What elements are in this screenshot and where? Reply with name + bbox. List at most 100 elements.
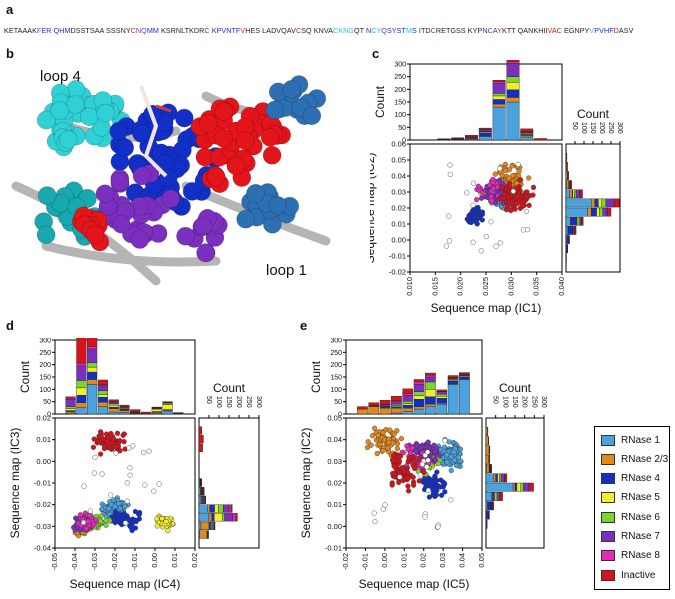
atom-sphere bbox=[302, 106, 322, 126]
top-histogram-bar bbox=[65, 396, 76, 399]
right-histogram-bar bbox=[565, 207, 588, 217]
top-histogram-bar bbox=[97, 406, 108, 415]
scatter-point bbox=[91, 521, 97, 528]
top-histogram-bar bbox=[108, 406, 119, 409]
scatter-point bbox=[122, 503, 128, 510]
scatter-point bbox=[425, 478, 432, 484]
right-hist-tick-label: 50 bbox=[492, 396, 499, 404]
y-tick-label: -0.01 bbox=[34, 479, 51, 488]
legend-label: RNase 7 bbox=[621, 531, 660, 542]
scatter-point bbox=[372, 519, 378, 525]
atom-sphere bbox=[182, 182, 202, 201]
right-histogram-bar bbox=[232, 513, 237, 522]
right-histogram-bar bbox=[492, 492, 495, 501]
scatter-point bbox=[103, 517, 109, 524]
y-tick-label: 0.01 bbox=[327, 500, 342, 509]
legend-swatch bbox=[601, 453, 615, 465]
right-histogram-bar bbox=[504, 473, 508, 483]
right-histogram-bar bbox=[572, 189, 575, 199]
x-axis-label: Sequence map (IC1) bbox=[431, 301, 542, 315]
sequence-segment: QHM bbox=[51, 26, 71, 35]
top-histogram-bar bbox=[87, 366, 98, 373]
atom-sphere bbox=[260, 128, 280, 147]
sequence-segment: EGNPY bbox=[561, 26, 590, 35]
top-histogram-bar bbox=[368, 406, 380, 415]
panel-c-label: c bbox=[372, 46, 380, 61]
scatter-point bbox=[492, 171, 498, 177]
right-histogram-bar bbox=[209, 504, 215, 513]
top-histogram-bar bbox=[459, 376, 470, 380]
right-histogram-bar bbox=[497, 473, 500, 483]
sequence-segment: V bbox=[589, 26, 595, 35]
scatter-point bbox=[478, 248, 484, 254]
scatter-point bbox=[91, 470, 98, 476]
top-histogram-bar bbox=[478, 136, 492, 141]
scatter-point bbox=[424, 464, 430, 470]
top-histogram-bar bbox=[425, 406, 436, 415]
top-histogram-frame bbox=[54, 339, 196, 415]
scatter-point bbox=[407, 455, 413, 461]
scatter-point bbox=[501, 195, 507, 201]
right-hist-tick-label: 250 bbox=[245, 396, 252, 408]
sequence-segment: NQ bbox=[135, 26, 147, 35]
right-histogram-bar bbox=[495, 473, 498, 483]
scatter-point bbox=[97, 451, 104, 457]
y-tick-label: 0.02 bbox=[36, 414, 51, 423]
x-tick-label: 0.00 bbox=[150, 553, 159, 568]
right-histogram-bar bbox=[565, 171, 568, 180]
top-histogram-bar bbox=[162, 402, 173, 405]
right-histogram-bar bbox=[565, 244, 568, 253]
scatter-point bbox=[448, 497, 454, 503]
right-histogram-bar bbox=[221, 513, 225, 522]
sequence-segment: KPVNTF bbox=[209, 26, 241, 35]
scatter-point bbox=[405, 488, 412, 494]
top-histogram-bar bbox=[65, 408, 76, 411]
panel-e-label: e bbox=[300, 318, 308, 333]
right-hist-tick-label: 150 bbox=[511, 396, 518, 408]
scatter-point bbox=[380, 447, 386, 454]
scatter-point bbox=[524, 194, 530, 200]
right-histogram-bar bbox=[565, 226, 568, 235]
top-histogram-bar bbox=[87, 371, 98, 380]
top-histogram-bar bbox=[76, 362, 87, 366]
scatter-point bbox=[447, 162, 453, 168]
right-histogram-bar bbox=[487, 501, 491, 511]
x-tick-label: 0.035 bbox=[532, 277, 541, 296]
scatter-point bbox=[507, 180, 513, 187]
x-tick-label: 0.025 bbox=[481, 277, 490, 296]
top-histogram-bar bbox=[379, 407, 391, 415]
right-hist-tick-label: 100 bbox=[215, 396, 222, 408]
y-tick-label: 0.00 bbox=[36, 457, 51, 466]
top-histogram-bar bbox=[97, 390, 108, 395]
right-histogram-bar bbox=[208, 521, 211, 531]
right-histogram-bar bbox=[485, 473, 494, 483]
sequence-segment: S bbox=[411, 26, 417, 35]
top-histogram-bar bbox=[506, 63, 520, 77]
top-histogram-bar bbox=[108, 408, 119, 413]
top-hist-tick-label: 150 bbox=[394, 100, 406, 107]
scatter-point bbox=[478, 211, 484, 218]
scatter-point bbox=[510, 188, 516, 194]
scatter-point bbox=[473, 197, 480, 203]
top-histogram-bar bbox=[108, 403, 119, 406]
right-histogram-bar bbox=[566, 180, 569, 189]
top-histogram-bar bbox=[425, 372, 436, 376]
right-histogram-bar bbox=[605, 198, 614, 208]
top-histogram-bar bbox=[76, 380, 87, 389]
legend-item: RNase 1 bbox=[601, 433, 660, 447]
top-histogram-bar bbox=[76, 395, 87, 403]
right-histogram-bar bbox=[198, 435, 204, 444]
atom-sphere bbox=[282, 80, 301, 99]
top-histogram-bar bbox=[506, 89, 520, 98]
top-hist-tick-label: 300 bbox=[330, 338, 342, 345]
top-histogram-bar bbox=[119, 404, 130, 407]
right-hist-axis-label: Count bbox=[577, 107, 610, 121]
top-histogram-bar bbox=[436, 403, 448, 415]
scatter-point bbox=[365, 439, 371, 445]
atom-sphere bbox=[161, 189, 181, 208]
scatter-point bbox=[121, 439, 127, 445]
top-histogram-bar bbox=[459, 379, 470, 415]
top-histogram-bar bbox=[425, 374, 436, 378]
scatter-point bbox=[387, 427, 393, 433]
